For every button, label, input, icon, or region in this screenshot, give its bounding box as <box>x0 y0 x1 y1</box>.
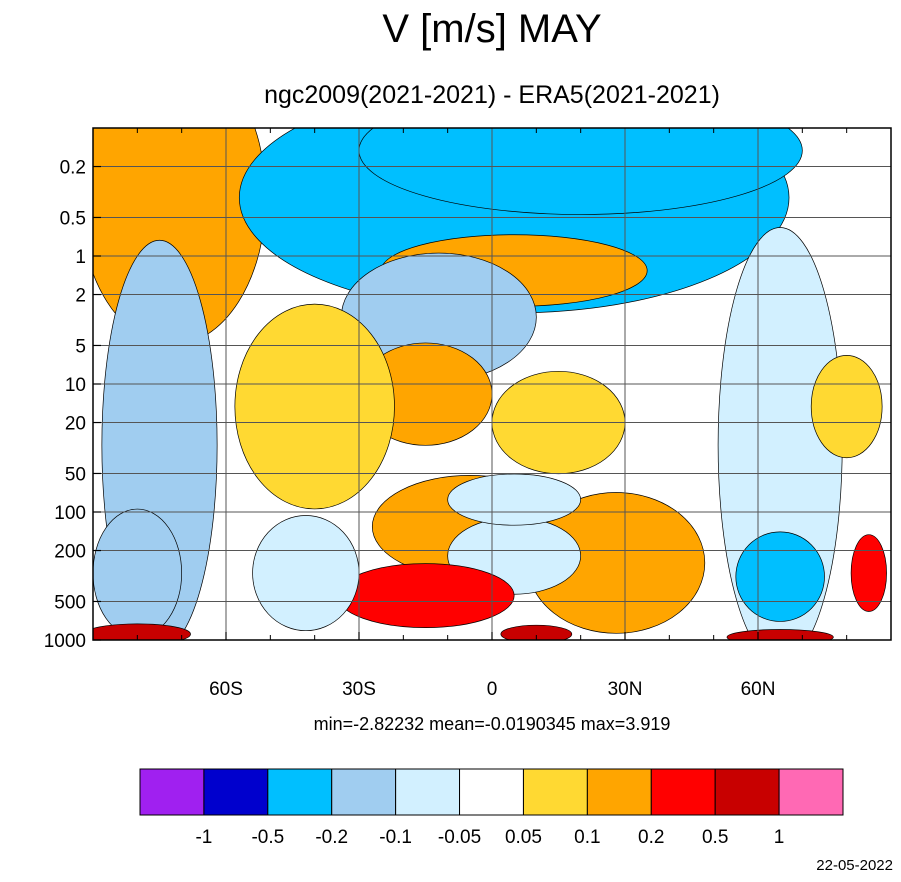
chart-title: V [m/s] MAY <box>382 7 601 51</box>
colorbar-swatch <box>203 768 269 816</box>
contour-region-36 <box>500 624 573 640</box>
colorbar: -1 -0.5 -0.2 -0.1 -0.05 0.05 0.1 0.2 0.5 1 <box>139 768 844 848</box>
contour-region-30 <box>447 473 582 526</box>
contour-region-32 <box>252 515 360 632</box>
date-stamp: 22-05-2022 <box>816 857 893 874</box>
colorbar-swatch <box>586 768 652 816</box>
colorbar-swatch <box>714 768 780 816</box>
x-tick-label: 60S <box>209 679 243 700</box>
colorbar-swatch <box>139 768 205 816</box>
y-tick-label: 20 <box>65 414 86 435</box>
contour-region-21 <box>234 303 395 510</box>
y-tick-label: 50 <box>65 464 86 485</box>
colorbar-swatch <box>522 768 588 816</box>
contour-fields <box>93 128 887 640</box>
x-tick-label: 30S <box>342 679 376 700</box>
colorbar-swatch <box>395 768 461 816</box>
y-tick-label: 5 <box>75 336 86 357</box>
x-tick-label: 0 <box>487 679 498 700</box>
contour-region-37 <box>726 629 834 640</box>
colorbar-label: 0.5 <box>702 827 728 848</box>
contour-region-35 <box>93 623 191 640</box>
colorbar-label: 0.05 <box>505 827 542 848</box>
contour-region-20 <box>810 354 883 459</box>
y-tick-label: 0.2 <box>60 158 86 179</box>
x-tick-label: 60N <box>741 679 776 700</box>
colorbar-swatch <box>331 768 397 816</box>
colorbar-swatch <box>267 768 333 816</box>
colorbar-label: -0.5 <box>251 827 284 848</box>
chart-subtitle: ngc2009(2021-2021) - ERA5(2021-2021) <box>264 81 720 109</box>
y-tick-label: 1 <box>75 247 86 268</box>
colorbar-swatch <box>650 768 716 816</box>
y-tick-label: 500 <box>54 592 86 613</box>
y-tick-label: 2 <box>75 286 86 307</box>
colorbar-label: -0.05 <box>438 827 481 848</box>
y-tick-label: 200 <box>54 542 86 563</box>
colorbar-label: 1 <box>774 827 785 848</box>
contour-region-29 <box>336 563 515 628</box>
contour-region-34 <box>850 534 887 612</box>
contour-region-31 <box>93 508 183 638</box>
colorbar-label: -1 <box>195 827 212 848</box>
grid-lines <box>93 128 891 640</box>
contour-region-33 <box>735 531 825 622</box>
y-tick-label: 1000 <box>44 631 86 652</box>
axes: 0.2 0.5 1 2 5 10 20 50 100 200 500 1000 60S 30S 0 30N 60… <box>44 128 848 700</box>
colorbar-label: -0.1 <box>379 827 412 848</box>
colorbar-swatch <box>459 768 524 816</box>
y-tick-label: 0.5 <box>60 208 86 229</box>
x-tick-label: 30N <box>608 679 643 700</box>
colorbar-swatch <box>778 768 844 816</box>
stats-text: min=-2.82232 mean=-0.0190345 max=3.919 <box>314 714 671 734</box>
plot-area <box>93 128 891 640</box>
y-tick-label: 100 <box>54 503 86 524</box>
y-tick-label: 10 <box>65 375 86 396</box>
colorbar-label: 0.2 <box>638 827 664 848</box>
colorbar-label: 0.1 <box>574 827 600 848</box>
colorbar-label: -0.2 <box>315 827 348 848</box>
